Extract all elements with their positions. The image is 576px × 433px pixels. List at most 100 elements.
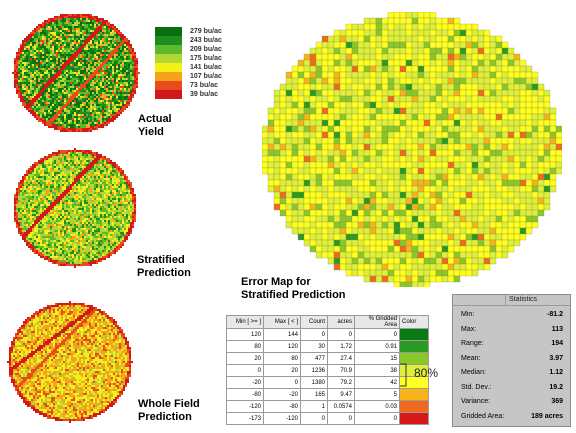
legend-label: 209 bu/ac: [190, 46, 222, 53]
statistics-label: Min:: [461, 311, 475, 318]
table-cell-acres: 1.72: [327, 340, 355, 353]
legend-label: 39 bu/ac: [190, 91, 219, 98]
statistics-value: 1.12: [549, 369, 563, 376]
actual-yield-map: [12, 14, 140, 132]
legend-label: 73 bu/ac: [190, 82, 219, 89]
table-cell-max: -20: [263, 388, 301, 401]
table-cell-max: 80: [263, 352, 301, 365]
statistics-value: 113: [551, 325, 563, 333]
table-cell-pct: 42: [354, 376, 400, 389]
legend-swatch: [155, 36, 182, 45]
table-cell-min: -80: [226, 388, 264, 401]
statistics-row: Gridded Area: 189 acres: [461, 413, 563, 420]
error-table-header-row: Min [ >= ] Max [ < ] Count acres % Gridd…: [226, 315, 429, 329]
table-cell-count: 30: [300, 340, 328, 353]
header-acres: acres: [327, 315, 355, 329]
table-row: -80 -20 165 9.47 5: [226, 388, 429, 401]
table-cell-max: 120: [263, 340, 301, 353]
table-cell-acres: 70.9: [327, 364, 355, 377]
bracket-80-icon: [400, 363, 407, 387]
statistics-label: Range:: [461, 340, 484, 347]
table-cell-max: 20: [263, 364, 301, 377]
legend-item: 141 bu/ac: [155, 63, 222, 72]
table-cell-min: -120: [226, 400, 264, 413]
table-cell-acres: 0: [327, 412, 355, 425]
statistics-row: Variance: 369: [461, 398, 563, 405]
legend-swatch: [155, 81, 182, 90]
statistics-value: 189 acres: [531, 412, 563, 420]
table-cell-color-swatch: [399, 400, 429, 413]
legend-swatch: [155, 54, 182, 63]
legend-swatch: [155, 90, 182, 99]
table-cell-pct: 0: [354, 412, 400, 425]
legend-item: 279 bu/ac: [155, 27, 222, 36]
table-row: 80 120 30 1.72 0.91: [226, 340, 429, 353]
table-cell-acres: 27.4: [327, 352, 355, 365]
table-cell-count: 165: [300, 388, 328, 401]
table-cell-max: 144: [263, 328, 301, 341]
statistics-label: Std. Dev.:: [461, 383, 492, 391]
legend-item: 209 bu/ac: [155, 45, 222, 54]
table-row: 120 144 0 0 0: [226, 328, 429, 341]
legend-label: 279 bu/ac: [190, 28, 222, 35]
legend-item: 243 bu/ac: [155, 36, 222, 45]
statistics-panel: Statistics Min: -81.2 Max: 113 Range: 194 Mean…: [452, 294, 571, 427]
table-cell-count: 1236: [300, 364, 328, 377]
table-cell-acres: 79.2: [327, 376, 355, 389]
statistics-label: Mean:: [461, 354, 481, 362]
stratified-prediction-label: Stratified Prediction: [137, 254, 191, 279]
statistics-row: Range: 194: [461, 340, 563, 347]
error-map-label: Error Map for Stratified Prediction: [241, 276, 346, 301]
stratified-prediction-map: [14, 148, 136, 268]
error-table: Min [ >= ] Max [ < ] Count acres % Gridd…: [226, 315, 429, 425]
statistics-row: Mean: 3.97: [461, 355, 563, 362]
statistics-row: Max: 113: [461, 326, 563, 333]
yield-legend: 279 bu/ac 243 bu/ac 209 bu/ac 175 bu/ac 141 …: [155, 27, 245, 99]
table-cell-pct: 5: [354, 388, 400, 401]
statistics-top-rule: [453, 305, 570, 306]
table-row: -173 -120 0 0 0: [226, 412, 429, 425]
table-cell-acres: 0: [327, 328, 355, 341]
table-cell-min: 120: [226, 328, 264, 341]
table-cell-color-swatch: [399, 328, 429, 341]
legend-label: 243 bu/ac: [190, 37, 222, 44]
table-cell-pct: 0: [354, 328, 400, 341]
table-cell-color-swatch: [399, 412, 429, 425]
header-max: Max [ < ]: [263, 315, 301, 329]
statistics-row: Std. Dev.: 19.2: [461, 384, 563, 391]
legend-item: 73 bu/ac: [155, 81, 218, 90]
table-cell-acres: 9.47: [327, 388, 355, 401]
legend-item: 107 bu/ac: [155, 72, 222, 81]
legend-item: 39 bu/ac: [155, 90, 218, 99]
table-cell-min: -173: [226, 412, 264, 425]
header-count: Count: [300, 315, 328, 329]
table-cell-pct: 0.03: [354, 400, 400, 413]
table-cell-acres: 0.0574: [327, 400, 355, 413]
statistics-value: 194: [551, 340, 563, 347]
error-map: [262, 12, 562, 287]
statistics-value: 3.97: [549, 354, 563, 362]
table-cell-count: 1: [300, 400, 328, 413]
statistics-row: Median: 1.12: [461, 369, 563, 376]
legend-item: 175 bu/ac: [155, 54, 222, 63]
table-cell-min: 20: [226, 352, 264, 365]
table-row: -120 -80 1 0.0574 0.03: [226, 400, 429, 413]
statistics-label: Median:: [461, 369, 486, 376]
table-cell-count: 477: [300, 352, 328, 365]
legend-swatch: [155, 63, 182, 72]
statistics-divider: [505, 295, 506, 305]
statistics-value: 19.2: [549, 383, 563, 391]
statistics-label: Variance:: [461, 398, 491, 405]
statistics-label: Max:: [461, 325, 477, 333]
table-row: 20 80 477 27.4 15: [226, 352, 429, 365]
table-cell-min: 80: [226, 340, 264, 353]
table-cell-min: -20: [226, 376, 264, 389]
table-cell-min: 0: [226, 364, 264, 377]
statistics-value: -81.2: [547, 311, 563, 318]
header-pct-area: % Gridded Area: [354, 315, 400, 329]
legend-label: 141 bu/ac: [190, 64, 222, 71]
table-cell-pct: 15: [354, 352, 400, 365]
table-cell-color-swatch: [399, 388, 429, 401]
statistics-row: Min: -81.2: [461, 311, 563, 318]
legend-swatch: [155, 72, 182, 81]
